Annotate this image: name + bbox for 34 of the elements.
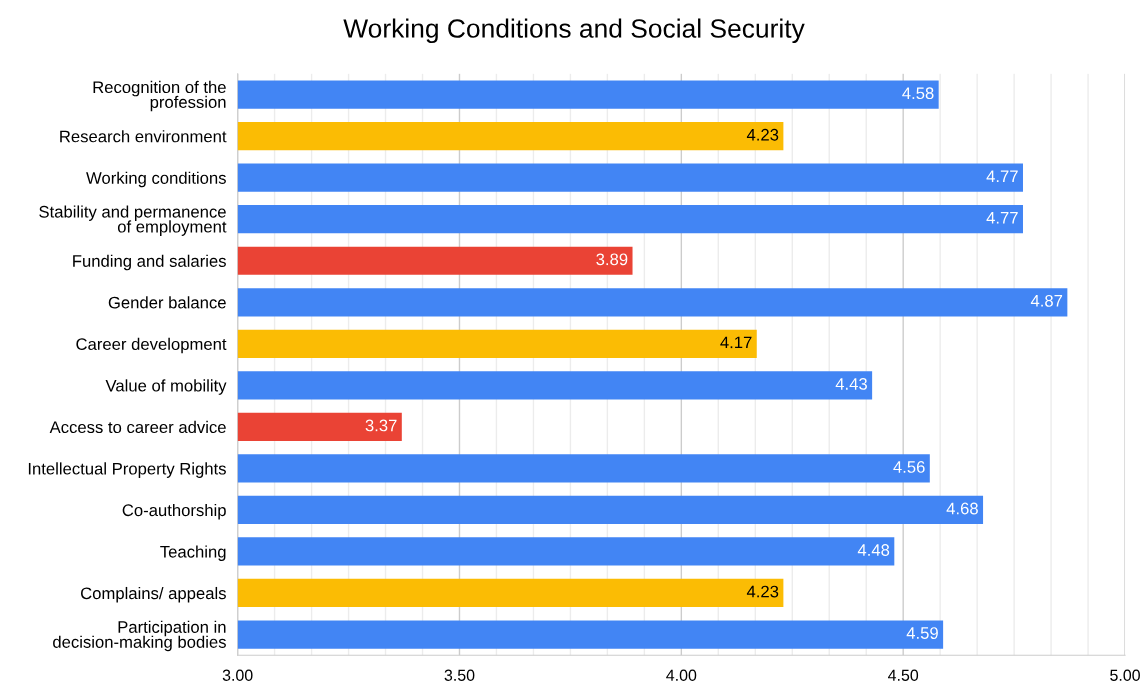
y-tick-label: Intellectual Property Rights xyxy=(28,462,226,478)
x-tick-label: 5.00 xyxy=(1110,669,1140,681)
data-label: 4.58 xyxy=(902,87,934,100)
chart-title: Working Conditions and Social Security xyxy=(343,18,805,44)
data-label: 3.89 xyxy=(596,253,628,266)
x-tick-label: 3.00 xyxy=(222,669,253,681)
y-tick-label: Gender balance xyxy=(108,296,226,309)
y-tick-label: Co-authorship xyxy=(122,503,226,520)
y-tick-label: Access to career advice xyxy=(49,420,226,434)
x-tick-label: 4.00 xyxy=(666,669,697,681)
y-tick-label: Stability and permanence of employment xyxy=(39,205,227,236)
data-label: 4.77 xyxy=(986,170,1018,182)
data-label: 4.23 xyxy=(746,128,779,141)
data-label: 4.48 xyxy=(857,544,890,556)
y-tick-label: Complains/ appeals xyxy=(81,586,226,603)
data-label: 4.68 xyxy=(946,502,978,515)
data-label: 4.43 xyxy=(835,378,867,390)
y-tick-label: Funding and salaries xyxy=(73,254,226,271)
data-label: 4.56 xyxy=(893,461,925,473)
data-label: 3.37 xyxy=(365,419,397,432)
x-tick-label: 3.50 xyxy=(444,669,475,681)
y-tick-label: Working conditions xyxy=(86,171,226,188)
data-label: 4.23 xyxy=(746,585,779,598)
data-label: 4.17 xyxy=(720,336,752,349)
data-label: 4.59 xyxy=(906,627,938,639)
y-tick-label: Recognition of the profession xyxy=(93,80,226,112)
y-tick-label: Participation in decision-making bodies xyxy=(53,620,226,652)
y-tick-label: Value of mobility xyxy=(105,379,227,395)
y-tick-label: Teaching xyxy=(160,545,226,561)
x-tick-label: 4.50 xyxy=(888,669,919,681)
y-tick-label: Research environment xyxy=(60,130,227,143)
data-label: 4.87 xyxy=(1030,294,1063,307)
y-tick-label: Career development xyxy=(76,337,227,354)
data-label: 4.77 xyxy=(986,212,1018,224)
